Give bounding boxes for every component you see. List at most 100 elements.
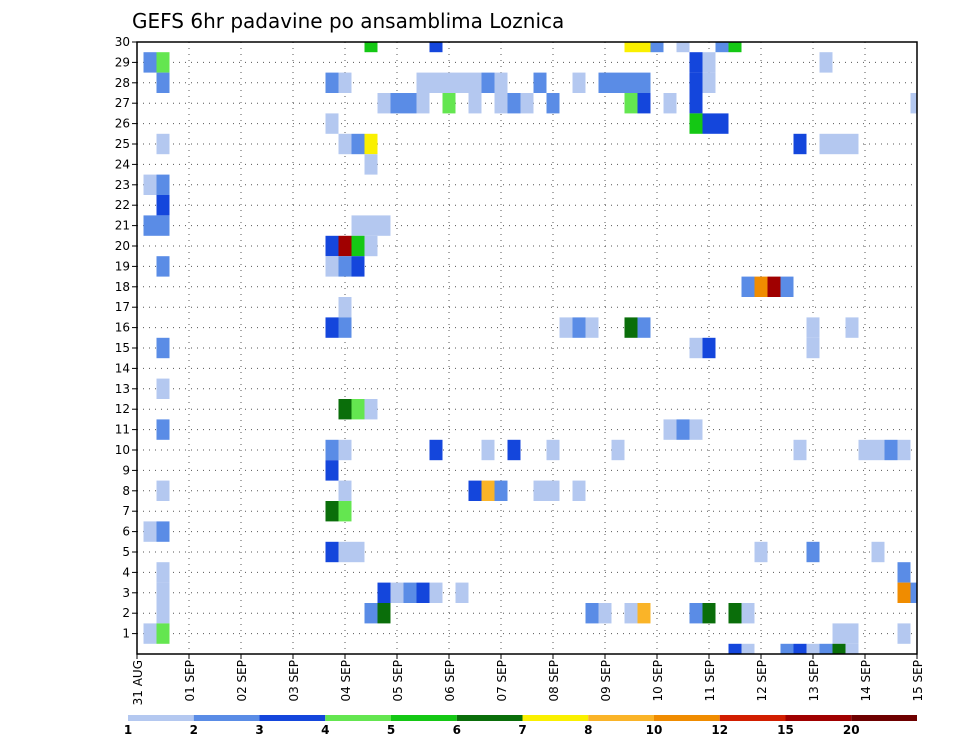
precip-cell [390, 582, 404, 603]
precip-cell [364, 603, 378, 624]
precip-cell [156, 419, 170, 440]
y-tick-label: 2 [122, 606, 130, 620]
precip-cell [156, 52, 170, 73]
precip-cell [637, 603, 651, 624]
colorbar-label: 1 [124, 723, 132, 737]
precip-cell [338, 256, 352, 277]
precip-cell [637, 317, 651, 338]
precip-cell [741, 276, 755, 297]
colorbar-label: 8 [584, 723, 592, 737]
precip-cell [156, 133, 170, 155]
y-tick-label: 10 [115, 443, 130, 457]
y-tick-label: 20 [115, 239, 130, 253]
precip-cell [377, 603, 391, 624]
x-axis-ticks: 31 AUG 01 SEP 02 SEP 03 SEP 04 SEP 05 SEP 06 S… [131, 654, 925, 705]
precip-cell [143, 623, 157, 644]
colorbar-segment [719, 715, 786, 721]
precip-cell [728, 42, 742, 53]
colorbar-label: 3 [255, 723, 263, 737]
precip-cell [624, 317, 638, 338]
colorbar-segment [851, 715, 917, 721]
precip-cell [416, 72, 430, 93]
precip-cell [325, 72, 339, 93]
precip-cell [780, 276, 794, 297]
precip-cell [156, 480, 170, 501]
colorbar-segment [128, 715, 194, 721]
precip-cell [702, 603, 716, 624]
precip-cell [156, 256, 170, 277]
x-tick-label: 07 SEP [495, 660, 509, 702]
precip-cell [572, 480, 586, 501]
precip-cell [585, 317, 599, 338]
precip-cell [351, 133, 365, 155]
precip-cell [689, 52, 703, 73]
precip-cell [806, 541, 820, 563]
precip-cell [637, 72, 651, 93]
precip-cell [702, 72, 716, 93]
precip-cell [871, 439, 885, 461]
precip-cell [364, 133, 378, 155]
precip-cell [689, 419, 703, 440]
precip-cell [689, 337, 703, 359]
colorbar-segment [259, 715, 326, 721]
precip-cell [598, 72, 612, 93]
y-tick-label: 18 [115, 280, 130, 294]
colorbar-label: 4 [321, 723, 329, 737]
x-tick-label: 08 SEP [547, 660, 561, 702]
precip-cell [143, 521, 157, 542]
y-tick-label: 27 [115, 96, 130, 110]
precip-cell [377, 582, 391, 603]
colorbar-segment [785, 715, 852, 721]
precip-cell [663, 419, 677, 440]
x-tick-label: 31 AUG [131, 660, 145, 705]
precip-cell [429, 439, 443, 461]
precip-cell [702, 113, 716, 134]
y-tick-label: 21 [115, 219, 130, 233]
precip-cell [377, 215, 391, 236]
precip-cell [611, 439, 625, 461]
precip-cell [624, 603, 638, 624]
precip-cell [156, 623, 170, 644]
precip-cell [156, 582, 170, 603]
y-tick-label: 25 [115, 137, 130, 151]
precip-cell [338, 541, 352, 563]
precip-cell [715, 42, 729, 53]
precip-cell [845, 643, 859, 654]
precip-cell [351, 399, 365, 420]
precip-cell [871, 541, 885, 563]
precip-cell [845, 133, 859, 155]
precip-cell [897, 439, 911, 461]
precip-cell [689, 93, 703, 114]
colorbar-segment [193, 715, 260, 721]
precip-cell [598, 603, 612, 624]
precip-cell [546, 480, 560, 501]
precip-cell [546, 439, 560, 461]
precip-cell [507, 439, 521, 461]
x-tick-label: 12 SEP [755, 660, 769, 702]
precip-cell [832, 623, 846, 644]
precip-cell [689, 72, 703, 93]
precip-cell [533, 480, 547, 501]
precip-cell [624, 72, 638, 93]
precip-cell [338, 439, 352, 461]
precip-cell [325, 113, 339, 134]
precip-cell [325, 439, 339, 461]
x-tick-label: 05 SEP [391, 660, 405, 702]
colorbar-label: 2 [190, 723, 198, 737]
precip-cell [156, 603, 170, 624]
precip-cell [494, 480, 508, 501]
precip-cell [338, 480, 352, 501]
precip-cell [676, 42, 690, 53]
colorbar-label: 15 [777, 723, 794, 737]
x-tick-label: 01 SEP [183, 660, 197, 702]
colorbar-segment [325, 715, 391, 721]
precip-cell [806, 643, 820, 654]
precip-cell [403, 93, 417, 114]
precip-cell [468, 480, 482, 501]
precip-cell [637, 93, 651, 114]
colorbar-segment [456, 715, 523, 721]
precip-cell [338, 72, 352, 93]
precip-cell [481, 480, 495, 501]
colorbar-segment [588, 715, 654, 721]
precip-cell [442, 93, 456, 114]
